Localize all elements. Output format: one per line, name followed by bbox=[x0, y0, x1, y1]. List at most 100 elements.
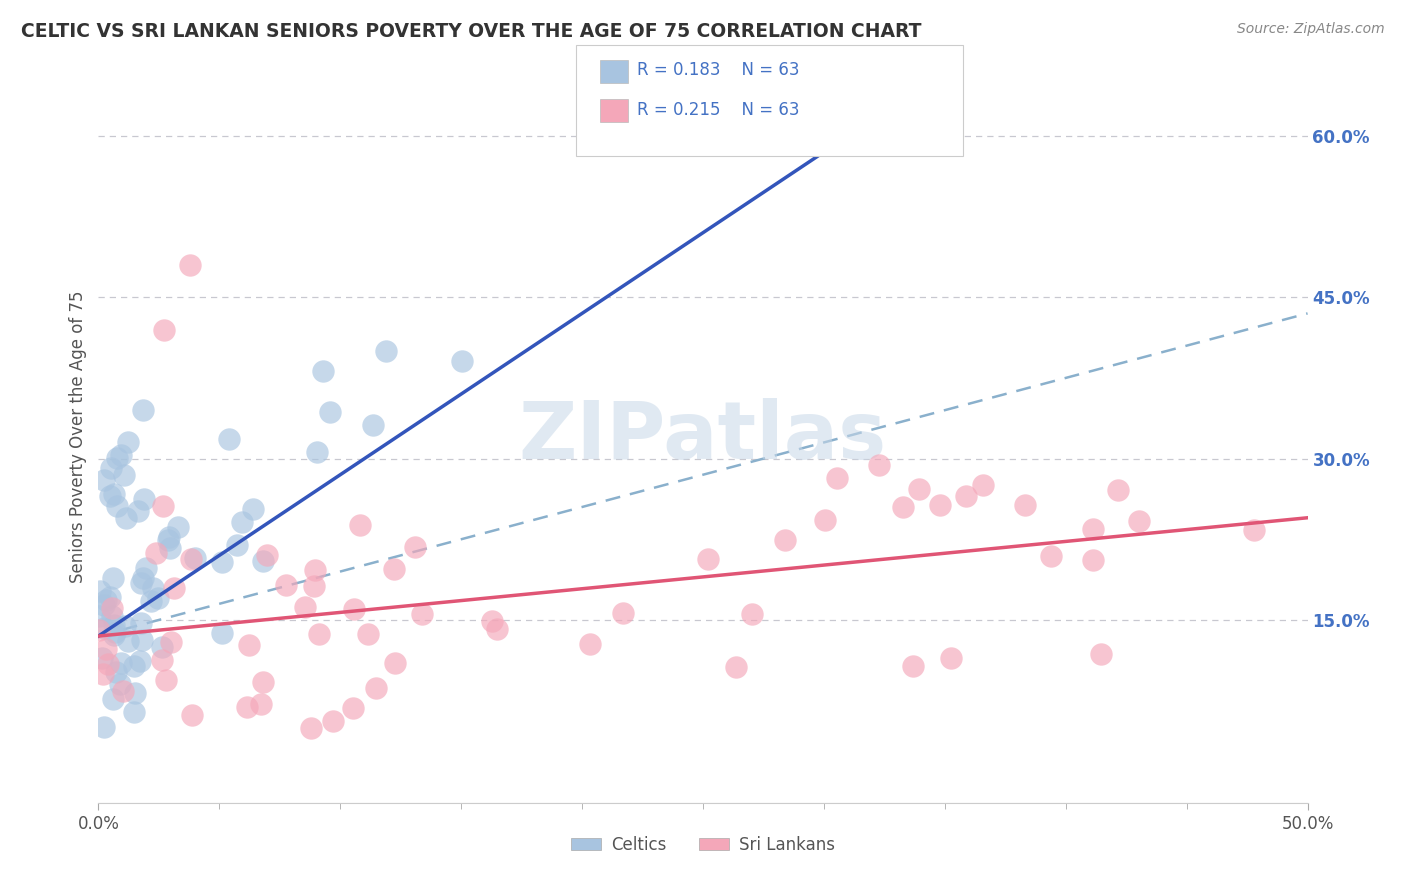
Point bbox=[814, 513, 837, 527]
Point bbox=[236, 699, 259, 714]
Point bbox=[349, 517, 371, 532]
Point bbox=[103, 628, 125, 642]
Point bbox=[384, 562, 406, 576]
Point bbox=[741, 607, 763, 622]
Point bbox=[342, 700, 364, 714]
Point bbox=[122, 705, 145, 719]
Point bbox=[773, 533, 796, 547]
Point bbox=[1081, 553, 1104, 567]
Text: Source: ZipAtlas.com: Source: ZipAtlas.com bbox=[1237, 22, 1385, 37]
Point bbox=[955, 489, 977, 503]
Point bbox=[124, 686, 146, 700]
Point bbox=[1128, 514, 1150, 528]
Point bbox=[152, 499, 174, 513]
Point bbox=[157, 533, 180, 547]
Point bbox=[1107, 483, 1129, 497]
Point bbox=[93, 473, 115, 487]
Point bbox=[307, 445, 329, 459]
Point bbox=[94, 642, 117, 657]
Point bbox=[908, 482, 931, 496]
Point bbox=[319, 405, 342, 419]
Point bbox=[97, 657, 120, 671]
Point bbox=[157, 530, 180, 544]
Point bbox=[252, 554, 274, 568]
Point bbox=[166, 520, 188, 534]
Point bbox=[105, 450, 128, 465]
Y-axis label: Seniors Poverty Over the Age of 75: Seniors Poverty Over the Age of 75 bbox=[69, 291, 87, 583]
Point bbox=[142, 581, 165, 595]
Point bbox=[131, 571, 153, 585]
Text: R = 0.183    N = 63: R = 0.183 N = 63 bbox=[637, 62, 800, 79]
Point bbox=[163, 581, 186, 595]
Point bbox=[252, 675, 274, 690]
Point bbox=[304, 564, 326, 578]
Point bbox=[122, 659, 145, 673]
Point bbox=[145, 546, 167, 560]
Text: ZIPatlas: ZIPatlas bbox=[519, 398, 887, 476]
Point bbox=[404, 540, 426, 554]
Point bbox=[893, 500, 915, 514]
Legend: Celtics, Sri Lankans: Celtics, Sri Lankans bbox=[564, 829, 842, 860]
Point bbox=[1243, 523, 1265, 537]
Point bbox=[103, 617, 125, 632]
Point bbox=[96, 592, 118, 607]
Point bbox=[312, 364, 335, 378]
Point bbox=[93, 621, 115, 635]
Point bbox=[211, 626, 233, 640]
Point bbox=[150, 640, 173, 654]
Point bbox=[89, 584, 111, 599]
Point bbox=[366, 681, 388, 695]
Point bbox=[294, 600, 316, 615]
Point bbox=[91, 650, 114, 665]
Point bbox=[91, 666, 114, 681]
Point bbox=[129, 615, 152, 630]
Point bbox=[93, 720, 115, 734]
Point bbox=[1014, 499, 1036, 513]
Point bbox=[100, 461, 122, 475]
Point bbox=[159, 541, 181, 555]
Point bbox=[108, 677, 131, 691]
Point bbox=[256, 548, 278, 562]
Point bbox=[901, 659, 924, 673]
Point bbox=[481, 614, 503, 628]
Point bbox=[825, 471, 848, 485]
Point bbox=[485, 622, 508, 636]
Point bbox=[111, 683, 134, 698]
Point bbox=[411, 607, 433, 621]
Point bbox=[696, 552, 718, 566]
Point bbox=[152, 653, 174, 667]
Point bbox=[114, 510, 136, 524]
Point bbox=[87, 609, 110, 624]
Point bbox=[357, 627, 380, 641]
Point bbox=[89, 623, 111, 637]
Point bbox=[242, 502, 264, 516]
Point bbox=[384, 656, 406, 670]
Point bbox=[127, 504, 149, 518]
Point bbox=[105, 665, 128, 680]
Point bbox=[724, 660, 747, 674]
Point bbox=[135, 560, 157, 574]
Point bbox=[153, 322, 176, 336]
Point bbox=[308, 627, 330, 641]
Point bbox=[578, 637, 600, 651]
Point bbox=[105, 499, 128, 513]
Point bbox=[134, 491, 156, 506]
Point bbox=[218, 432, 240, 446]
Point bbox=[160, 635, 183, 649]
Point bbox=[179, 552, 201, 566]
Point bbox=[343, 602, 366, 616]
Point bbox=[231, 516, 253, 530]
Point bbox=[112, 467, 135, 482]
Point bbox=[98, 489, 121, 503]
Point bbox=[93, 598, 115, 612]
Point bbox=[114, 619, 136, 633]
Point bbox=[131, 633, 153, 648]
Point bbox=[238, 638, 260, 652]
Point bbox=[1039, 549, 1062, 564]
Point bbox=[1090, 647, 1112, 661]
Point bbox=[103, 487, 125, 501]
Point bbox=[868, 458, 890, 472]
Point bbox=[101, 600, 124, 615]
Point bbox=[148, 591, 170, 605]
Point bbox=[361, 417, 384, 432]
